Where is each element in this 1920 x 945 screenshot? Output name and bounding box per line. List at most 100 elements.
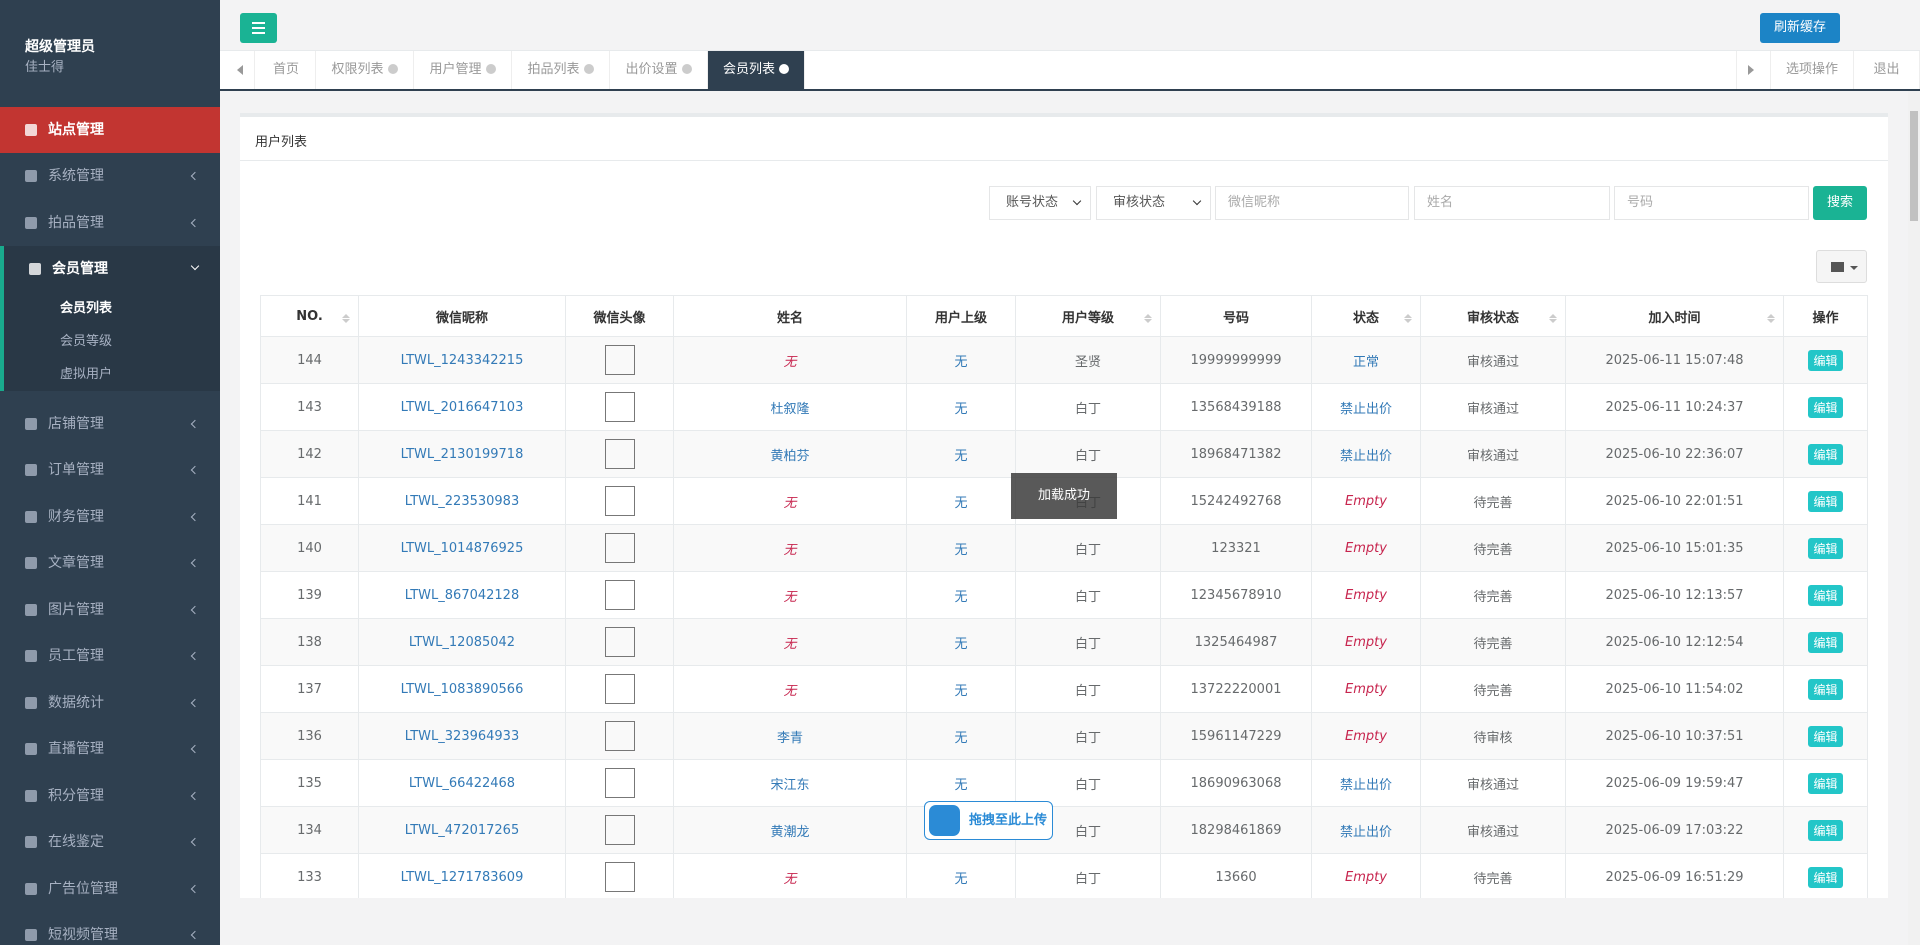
column-header[interactable]: NO.: [260, 295, 359, 337]
cell-text: 无: [954, 448, 968, 464]
table-cell: 待审核: [1420, 712, 1566, 760]
cell-text: 无: [954, 777, 968, 793]
menu-icon: [25, 929, 37, 941]
menu-item[interactable]: 直播管理: [0, 726, 220, 772]
menu-item[interactable]: 会员管理: [0, 246, 220, 292]
cell-text: 禁止出价: [1339, 777, 1392, 793]
menu-item[interactable]: 拍品管理: [0, 200, 220, 246]
edit-button[interactable]: 编辑: [1808, 349, 1843, 371]
menu-item[interactable]: 文章管理: [0, 540, 220, 586]
nickname-link[interactable]: LTWL_472017265: [404, 822, 520, 838]
column-header[interactable]: 状态: [1311, 295, 1421, 337]
cell-text: 140: [297, 540, 322, 556]
menu-item[interactable]: 站点管理: [0, 107, 220, 153]
audit-status-select[interactable]: 审核状态: [1096, 186, 1211, 220]
menu-icon: [25, 790, 37, 802]
menu-item[interactable]: 员工管理: [0, 633, 220, 679]
tab[interactable]: 出价设置: [610, 51, 708, 89]
submenu-item[interactable]: 会员等级: [0, 325, 220, 358]
tab-prev[interactable]: [220, 51, 255, 89]
cell-text: 2025-06-10 10:37:51: [1605, 728, 1744, 744]
submenu-item[interactable]: 会员列表: [0, 292, 220, 325]
menu-toggle[interactable]: [240, 13, 277, 43]
table-cell: LTWL_323964933: [358, 712, 566, 760]
logout[interactable]: 退出: [1854, 51, 1920, 89]
nickname-input[interactable]: 微信昵称: [1215, 186, 1409, 220]
column-header[interactable]: 加入时间: [1565, 295, 1784, 337]
tab[interactable]: 权限列表: [316, 51, 414, 89]
menu-icon: [25, 124, 37, 136]
search-button[interactable]: 搜索: [1813, 186, 1867, 220]
menu-item[interactable]: 在线鉴定: [0, 819, 220, 865]
name-input[interactable]: 姓名: [1414, 186, 1610, 220]
nickname-link[interactable]: LTWL_867042128: [404, 587, 520, 603]
table-cell: [565, 336, 674, 384]
edit-button[interactable]: 编辑: [1808, 866, 1843, 888]
tab-label: 出价设置: [625, 62, 678, 77]
cell-text: 无: [783, 589, 797, 605]
nickname-link[interactable]: LTWL_2016647103: [400, 399, 524, 415]
refresh-button[interactable]: 刷新缓存: [1760, 13, 1840, 43]
menu-chevron: [190, 261, 200, 271]
account-status-select[interactable]: 账号状态: [989, 186, 1091, 220]
tab-next[interactable]: [1736, 51, 1771, 89]
table-cell: LTWL_472017265: [358, 806, 566, 854]
tab[interactable]: 用户管理: [414, 51, 512, 89]
cell-text: 133: [297, 869, 322, 885]
nickname-link[interactable]: LTWL_2130199718: [400, 446, 524, 462]
menu-item[interactable]: 短视频管理: [0, 912, 220, 945]
nickname-link[interactable]: LTWL_1243342215: [400, 352, 524, 368]
edit-button[interactable]: 编辑: [1808, 631, 1843, 653]
phone-input[interactable]: 号码: [1614, 186, 1809, 220]
edit-button[interactable]: 编辑: [1808, 490, 1843, 512]
menu-item[interactable]: 广告位管理: [0, 866, 220, 912]
nickname-link[interactable]: LTWL_66422468: [408, 775, 516, 791]
edit-button[interactable]: 编辑: [1808, 584, 1843, 606]
nickname-link[interactable]: LTWL_323964933: [404, 728, 520, 744]
menu-label: 在线鉴定: [48, 834, 104, 850]
menu-item[interactable]: 图片管理: [0, 587, 220, 633]
submenu-item[interactable]: 虚拟用户: [0, 358, 220, 391]
upload-badge[interactable]: 拖拽至此上传: [924, 801, 1053, 840]
menu-item[interactable]: 订单管理: [0, 447, 220, 493]
nickname-link[interactable]: LTWL_1271783609: [400, 869, 524, 885]
edit-button[interactable]: 编辑: [1808, 443, 1843, 465]
menu-item[interactable]: 系统管理: [0, 153, 220, 199]
tab[interactable]: 会员列表: [708, 51, 805, 89]
cell-text: 无: [954, 730, 968, 746]
cell-text: 15961147229: [1190, 728, 1282, 744]
edit-button[interactable]: 编辑: [1808, 819, 1843, 841]
edit-button[interactable]: 编辑: [1808, 396, 1843, 418]
menu-item[interactable]: 财务管理: [0, 494, 220, 540]
menu-item[interactable]: 积分管理: [0, 773, 220, 819]
cell-text: 无: [783, 871, 797, 887]
menu-item[interactable]: 店铺管理: [0, 401, 220, 447]
tab[interactable]: 拍品列表: [512, 51, 610, 89]
table-cell: 编辑: [1783, 759, 1868, 807]
tab[interactable]: 首页: [257, 51, 316, 89]
export-button[interactable]: [1816, 250, 1867, 283]
table-cell: [565, 618, 674, 666]
edit-button[interactable]: 编辑: [1808, 772, 1843, 794]
cell-text: 禁止出价: [1339, 401, 1392, 417]
nickname-link[interactable]: LTWL_1014876925: [400, 540, 524, 556]
tab-options[interactable]: 选项操作: [1771, 51, 1854, 89]
table-cell: 无: [673, 477, 907, 525]
menu-item[interactable]: 数据统计: [0, 680, 220, 726]
upload-label: 拖拽至此上传: [969, 813, 1048, 828]
menu-label: 直播管理: [48, 741, 104, 757]
menu-label: 积分管理: [48, 788, 104, 804]
edit-button[interactable]: 编辑: [1808, 725, 1843, 747]
table-cell: 编辑: [1783, 853, 1868, 898]
nickname-link[interactable]: LTWL_1083890566: [400, 681, 524, 697]
cell-text: 待完善: [1473, 495, 1513, 511]
edit-button[interactable]: 编辑: [1808, 678, 1843, 700]
column-header[interactable]: 审核状态: [1420, 295, 1566, 337]
column-header[interactable]: 用户等级: [1015, 295, 1161, 337]
table-cell: 18968471382: [1160, 430, 1312, 478]
nickname-link[interactable]: LTWL_12085042: [408, 634, 516, 650]
nickname-link[interactable]: LTWL_223530983: [404, 493, 520, 509]
edit-button[interactable]: 编辑: [1808, 537, 1843, 559]
toast: 加载成功: [1011, 473, 1117, 519]
avatar: [604, 439, 635, 469]
